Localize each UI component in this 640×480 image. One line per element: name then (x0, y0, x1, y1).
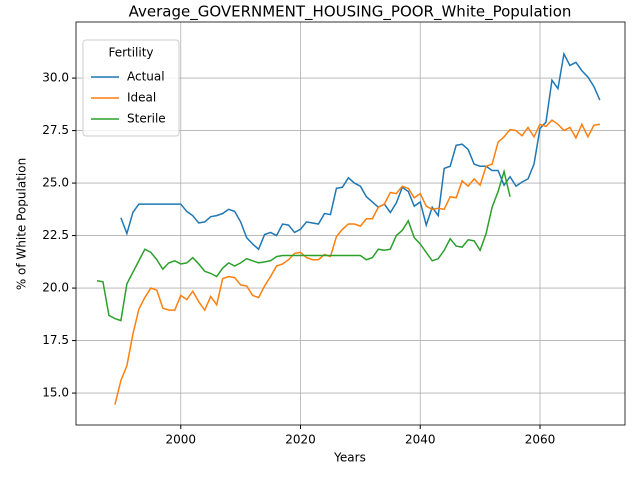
y-tick-label: 27.5 (42, 123, 69, 137)
series-line (120, 51, 601, 251)
legend: Fertility Actual Ideal Sterile (82, 39, 180, 137)
chart-title: Average_GOVERNMENT_HOUSING_POOR_White_Po… (129, 3, 572, 22)
y-tick-label: 25.0 (42, 176, 69, 190)
series-line (96, 168, 511, 322)
legend-label: Ideal (127, 91, 156, 105)
series-line (114, 119, 600, 405)
y-tick-label: 15.0 (42, 386, 69, 400)
legend-label: Actual (127, 70, 165, 84)
x-tick-label: 2040 (405, 433, 436, 447)
legend-title: Fertility (108, 46, 153, 60)
x-tick-label: 2000 (165, 433, 196, 447)
plot-frame (75, 21, 626, 426)
x-tick-label: 2020 (285, 433, 316, 447)
y-tick-label: 20.0 (42, 281, 69, 295)
legend-label: Sterile (127, 112, 166, 126)
y-tick-label: 30.0 (42, 71, 69, 85)
y-axis-label: % of White Population (15, 158, 29, 290)
legend-box (82, 39, 180, 137)
y-tick-label: 22.5 (42, 228, 69, 242)
x-axis-label: Years (333, 451, 366, 465)
x-tick-label: 2060 (525, 433, 556, 447)
y-tick-label: 17.5 (42, 333, 69, 347)
